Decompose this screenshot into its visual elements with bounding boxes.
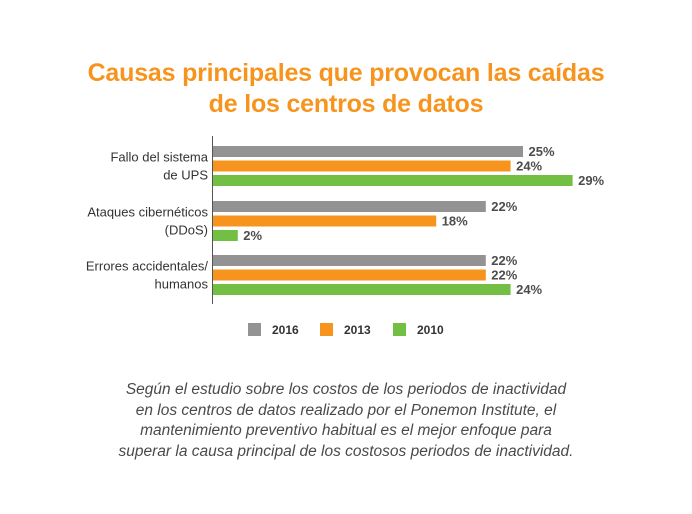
data-label-2013-2: 22% <box>491 268 517 283</box>
legend-swatch-2016 <box>248 323 261 336</box>
legend-label-2016: 2016 <box>272 323 299 337</box>
bar-2013-1 <box>213 215 437 227</box>
category-label-1-1: (DDoS) <box>165 223 208 238</box>
bar-2016-0 <box>213 146 523 157</box>
chart-title: Causas principales que provocan las caíd… <box>0 58 692 120</box>
bar-2013-2 <box>213 269 486 281</box>
data-label-2010-2: 24% <box>516 282 542 297</box>
bar-2016-2 <box>213 255 486 266</box>
chart-caption: Según el estudio sobre los costos de los… <box>0 380 692 462</box>
bar-2010-1 <box>213 230 238 241</box>
bar-2010-0 <box>213 175 573 186</box>
legend-swatch-2010 <box>393 323 406 336</box>
caption-line-4: superar la causa principal de los costos… <box>118 442 574 460</box>
legend-label-2010: 2010 <box>417 323 444 337</box>
chart-title-line-1: Causas principales que provocan las caíd… <box>87 59 605 87</box>
bar-2016-1 <box>213 201 486 212</box>
category-label-2-1: humanos <box>155 277 209 292</box>
legend-label-2013: 2013 <box>344 323 371 337</box>
caption-line-3: mantenimiento preventivo habitual es el … <box>140 422 552 439</box>
bar-2013-0 <box>213 160 511 172</box>
data-label-2013-1: 18% <box>442 214 468 229</box>
data-label-2010-0: 29% <box>578 173 604 188</box>
caption-line-1: Según el estudio sobre los costos de los… <box>125 381 567 398</box>
data-label-2016-1: 22% <box>491 199 517 214</box>
chart-title-line-2: de los centros de datos <box>208 90 484 118</box>
category-label-1-0: Ataques cibernéticos <box>87 205 208 220</box>
category-label-0-0: Fallo del sistema <box>110 150 208 165</box>
data-label-2010-1: 2% <box>243 228 262 243</box>
category-label-0-1: de UPS <box>163 168 208 183</box>
category-label-2-0: Errores accidentales/ <box>86 259 208 274</box>
data-label-2016-2: 22% <box>491 253 517 268</box>
caption-line-2: en los centros de datos realizado por el… <box>135 401 557 419</box>
data-label-2016-0: 25% <box>529 144 555 159</box>
legend-swatch-2013 <box>320 323 333 336</box>
data-label-2013-0: 24% <box>516 159 542 174</box>
bar-2010-2 <box>213 284 511 295</box>
